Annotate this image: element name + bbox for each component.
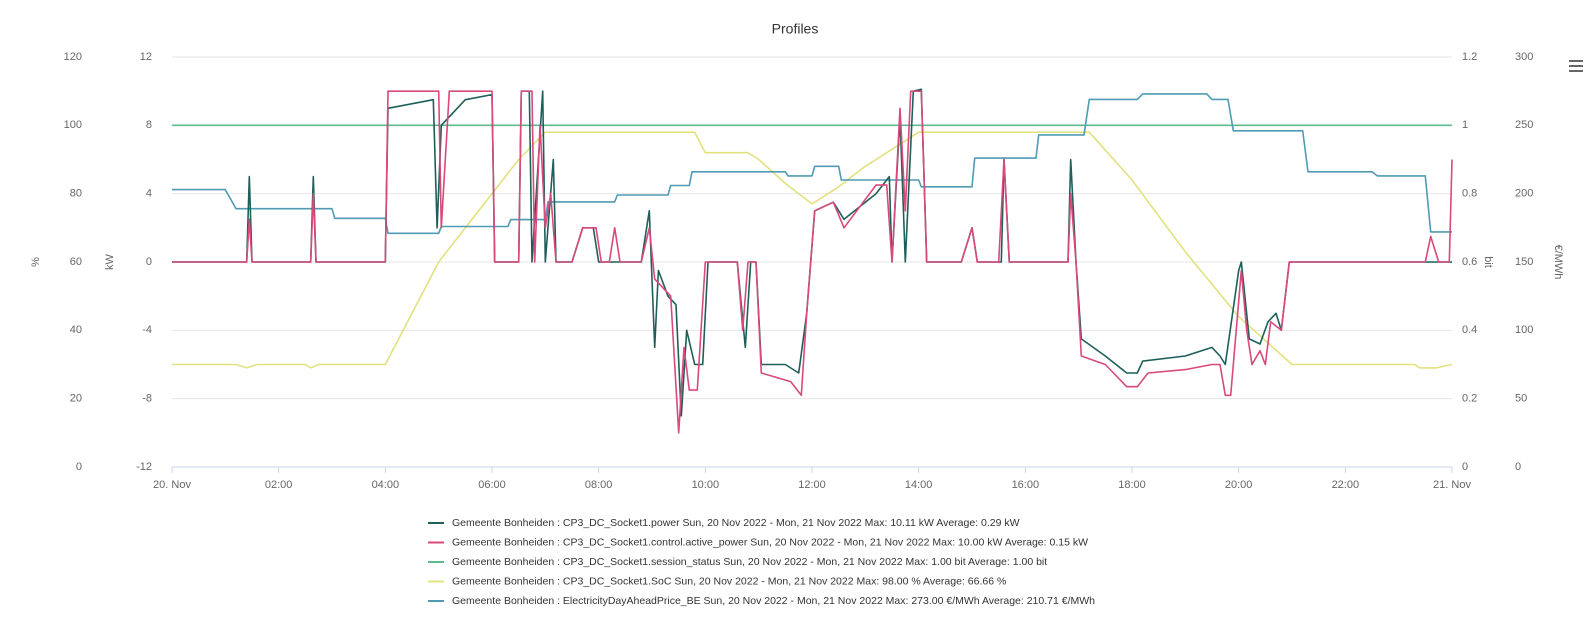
y-tick-label: 100	[1515, 324, 1533, 336]
menu-bar	[1569, 70, 1583, 72]
axis-title: bit	[1482, 256, 1494, 268]
menu-bar	[1569, 60, 1583, 62]
axis-title: %	[30, 257, 42, 267]
y-tick-label: 20	[70, 393, 82, 405]
series-line	[172, 93, 1452, 235]
y-tick-label: 100	[64, 119, 82, 131]
y-tick-label: 1.2	[1462, 51, 1477, 63]
y-tick-label: 4	[146, 188, 152, 200]
y-tick-label: 0.2	[1462, 393, 1477, 405]
y-tick-label: 40	[70, 324, 82, 336]
y-tick-label: 0	[1515, 461, 1521, 473]
y-tick-label: -4	[142, 324, 152, 336]
x-tick-label: 06:00	[478, 479, 506, 491]
y-tick-label: 300	[1515, 51, 1533, 63]
y-tick-label: 60	[70, 256, 82, 268]
x-tick-label: 14:00	[905, 479, 933, 491]
y-tick-label: 150	[1515, 256, 1533, 268]
y-tick-label: 120	[64, 51, 82, 63]
x-tick-label: 04:00	[372, 479, 400, 491]
menu-icon[interactable]	[1569, 60, 1583, 72]
y-tick-label: 250	[1515, 119, 1533, 131]
x-tick-label: 12:00	[798, 479, 826, 491]
menu-bar	[1569, 65, 1583, 67]
series-line	[172, 131, 1453, 369]
x-tick-label: 16:00	[1012, 479, 1040, 491]
legend-label: Gemeente Bonheiden : CP3_DC_Socket1.SoC …	[452, 575, 1006, 587]
x-tick-label: 20. Nov	[153, 479, 191, 491]
x-tick-label: 21. Nov	[1433, 479, 1471, 491]
x-tick-label: 20:00	[1225, 479, 1253, 491]
series-line	[172, 90, 1453, 434]
y-tick-label: 50	[1515, 393, 1527, 405]
y-tick-label: 1	[1462, 119, 1468, 131]
axis-title: €/MWh	[1552, 245, 1564, 280]
chart-title: Profiles	[772, 21, 819, 37]
y-tick-label: 80	[70, 188, 82, 200]
legend-label: Gemeente Bonheiden : CP3_DC_Socket1.sess…	[452, 556, 1047, 568]
legend-label: Gemeente Bonheiden : CP3_DC_Socket1.powe…	[452, 517, 1020, 529]
x-tick-label: 10:00	[692, 479, 720, 491]
y-tick-label: -12	[136, 461, 152, 473]
legend-label: Gemeente Bonheiden : ElectricityDayAhead…	[452, 595, 1095, 607]
legend-label: Gemeente Bonheiden : CP3_DC_Socket1.cont…	[452, 536, 1088, 548]
y-tick-label: -8	[142, 393, 152, 405]
axis-title: kW	[104, 253, 116, 270]
y-tick-label: 0	[76, 461, 82, 473]
y-tick-label: 12	[140, 51, 152, 63]
x-tick-label: 22:00	[1332, 479, 1360, 491]
y-tick-label: 0.4	[1462, 324, 1477, 336]
y-tick-label: 0	[146, 256, 152, 268]
x-tick-label: 08:00	[585, 479, 613, 491]
y-tick-label: 200	[1515, 188, 1533, 200]
x-tick-label: 18:00	[1118, 479, 1146, 491]
y-tick-label: 0.6	[1462, 256, 1477, 268]
y-tick-label: 0	[1462, 461, 1468, 473]
y-tick-label: 0.8	[1462, 188, 1477, 200]
x-tick-label: 02:00	[265, 479, 293, 491]
y-tick-label: 8	[146, 119, 152, 131]
